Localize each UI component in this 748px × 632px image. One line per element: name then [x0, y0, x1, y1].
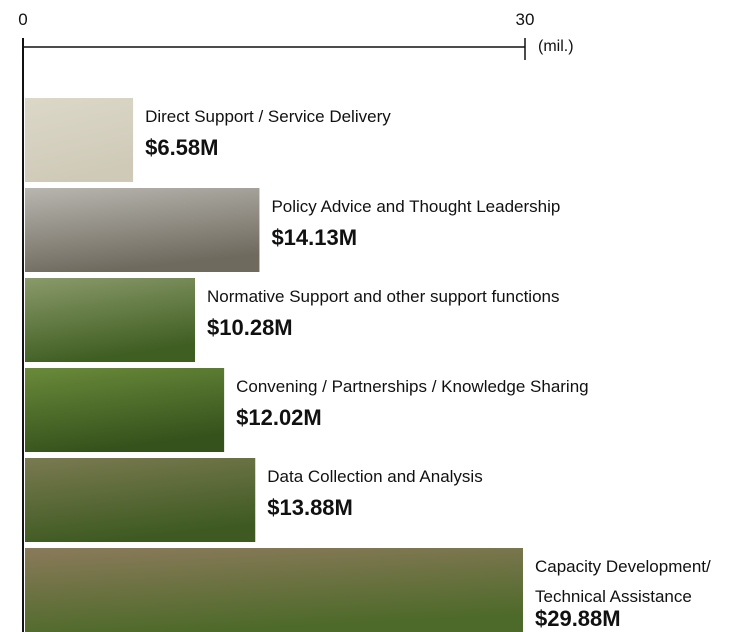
value-label: $29.88M [534, 606, 621, 631]
value-label: $10.28M [207, 315, 293, 340]
x-tick-label: 30 [515, 10, 535, 29]
category-label: Direct Support / Service Delivery [145, 107, 391, 126]
category-label: Policy Advice and Thought Leadership [271, 197, 561, 216]
category-label: Convening / Partnerships / Knowledge Sha… [236, 377, 589, 396]
value-label: $12.02M [236, 405, 322, 430]
bar [25, 548, 523, 632]
value-label: $14.13M [271, 225, 358, 250]
x-tick-label: 0 [18, 10, 28, 29]
bar [25, 188, 260, 272]
bar [25, 98, 134, 182]
axis-unit: (mil.) [538, 38, 574, 55]
category-label: Normative Support and other support func… [207, 287, 560, 306]
bar [25, 368, 225, 452]
value-label: $13.88M [267, 495, 353, 520]
value-label: $6.58M [145, 135, 219, 160]
bar [25, 458, 256, 542]
bar [25, 278, 196, 362]
category-label: Data Collection and Analysis [267, 467, 483, 486]
category-label: Capacity Development/ Technical Assistan… [534, 557, 711, 606]
